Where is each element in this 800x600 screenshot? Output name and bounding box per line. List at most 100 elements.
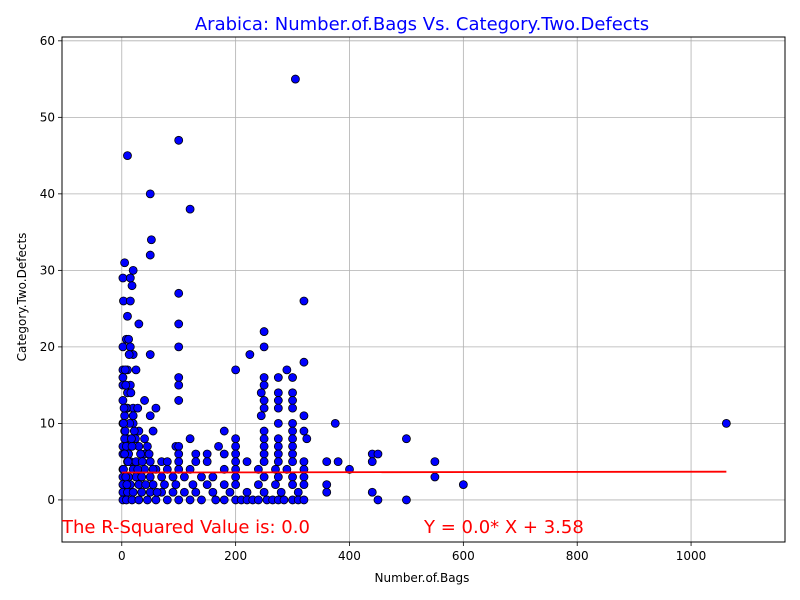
data-point [137,487,147,497]
data-point [259,342,269,352]
data-point [288,426,297,436]
data-point [330,419,340,428]
regression-line [121,470,727,474]
data-point [373,495,383,505]
data-point [288,480,297,490]
data-point [430,472,440,482]
data-point [373,449,383,459]
data-point [259,403,269,413]
data-point [273,419,283,428]
data-point [137,472,147,482]
data-point [299,357,309,367]
data-point [219,464,229,474]
data-point [133,403,143,413]
data-point [288,419,297,428]
data-point [242,487,252,497]
data-point [367,457,377,467]
data-point [121,380,131,390]
data-point [721,419,731,428]
data-point [322,480,332,490]
data-point [118,396,128,405]
data-point [259,327,269,336]
data-point [225,487,235,497]
data-point [299,426,309,436]
data-point [231,441,241,451]
chart-title: Arabica: Number.of.Bags Vs. Category.Two… [195,14,649,35]
data-point [197,495,206,505]
data-point [120,258,130,268]
data-point [322,457,332,467]
data-point [288,388,297,398]
data-point [174,457,184,467]
regression-line-group [121,470,727,474]
y-tick-label: 0 [47,493,55,507]
data-point [124,350,134,359]
data-point [145,189,155,199]
y-tick-label: 40 [40,187,55,201]
data-point [254,495,263,505]
data-point [273,396,283,405]
data-point [142,495,152,505]
data-point [145,472,155,482]
data-point [174,373,184,382]
data-point [299,480,309,490]
data-point [185,434,195,444]
data-point [288,441,297,451]
data-point [191,487,201,497]
data-point [273,373,283,382]
data-point [231,434,241,444]
data-point [282,365,292,375]
x-axis-ticks: 0 200 400 600 800 1000 [118,542,706,563]
data-point [288,472,297,482]
data-point [259,373,269,382]
data-point [214,441,223,451]
data-point [125,273,135,283]
data-point [174,319,184,329]
data-point [148,426,158,436]
data-point [120,426,130,436]
r-squared-annotation: The R-Squared Value is: 0.0 [61,517,310,538]
data-point [123,311,132,321]
data-point [148,480,158,490]
data-point [219,449,229,459]
data-point [273,388,283,398]
data-point [273,403,283,413]
data-point [273,449,283,459]
data-point [191,449,201,459]
data-point [118,373,128,382]
x-tick-label: 800 [566,549,589,563]
data-point [402,434,411,444]
data-point [179,487,189,497]
data-point [273,441,283,451]
data-point [134,319,144,329]
data-point [273,434,283,444]
data-point [254,480,263,490]
data-point [144,449,154,459]
data-point [120,449,130,459]
x-axis-label: Number.of.Bags [375,571,470,585]
x-tick-label: 200 [224,549,247,563]
data-point [128,265,138,275]
y-tick-label: 60 [40,34,55,48]
x-tick-label: 400 [338,549,361,563]
data-points [118,74,731,505]
data-point [231,449,241,459]
data-point [140,434,149,444]
data-point [322,487,332,497]
y-axis-label: Category.Two.Defects [15,233,29,362]
data-point [121,472,131,482]
data-point [288,434,297,444]
data-point [174,288,184,298]
data-point [125,342,135,352]
data-point [136,449,145,459]
data-point [123,151,132,160]
data-point [256,388,266,398]
data-point [231,480,241,490]
data-point [131,365,141,375]
data-point [288,449,297,459]
plot-frame [61,36,786,543]
data-point [259,426,269,436]
data-point [118,273,128,283]
data-point [254,464,263,474]
data-point [288,457,297,467]
